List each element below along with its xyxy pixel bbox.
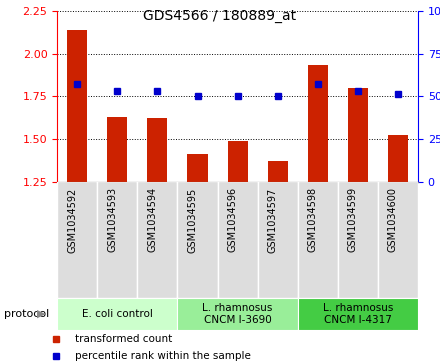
Bar	[227, 140, 248, 182]
Bar	[298, 182, 338, 298]
Bar	[217, 182, 258, 298]
Text: GDS4566 / 180889_at: GDS4566 / 180889_at	[143, 9, 297, 23]
Bar	[348, 87, 368, 182]
Text: transformed count: transformed count	[75, 334, 172, 344]
Bar	[137, 182, 177, 298]
Text: GSM1034599: GSM1034599	[348, 187, 358, 252]
Bar	[177, 182, 217, 298]
Bar	[308, 65, 328, 182]
Text: L. rhamnosus
CNCM I-3690: L. rhamnosus CNCM I-3690	[202, 303, 273, 325]
Bar	[97, 182, 137, 298]
Text: E. coli control: E. coli control	[82, 309, 153, 319]
Bar	[388, 135, 408, 182]
Bar	[258, 182, 298, 298]
Bar	[67, 30, 87, 181]
Bar	[378, 182, 418, 298]
Text: GSM1034600: GSM1034600	[388, 187, 398, 252]
Text: GSM1034598: GSM1034598	[308, 187, 318, 252]
Text: GSM1034592: GSM1034592	[67, 187, 77, 253]
Bar	[107, 117, 127, 182]
Text: GSM1034597: GSM1034597	[268, 187, 278, 253]
Bar	[57, 182, 97, 298]
Bar	[177, 298, 298, 330]
Text: GSM1034596: GSM1034596	[227, 187, 238, 252]
Bar	[147, 118, 168, 182]
Bar	[298, 298, 418, 330]
Bar	[57, 298, 177, 330]
Text: GSM1034593: GSM1034593	[107, 187, 117, 252]
Bar	[268, 161, 288, 182]
Text: GSM1034595: GSM1034595	[187, 187, 198, 253]
Text: L. rhamnosus
CNCM I-4317: L. rhamnosus CNCM I-4317	[323, 303, 393, 325]
Text: ▶: ▶	[37, 309, 46, 319]
Bar	[187, 154, 208, 182]
Bar	[338, 182, 378, 298]
Text: protocol: protocol	[4, 309, 50, 319]
Text: GSM1034594: GSM1034594	[147, 187, 158, 252]
Text: percentile rank within the sample: percentile rank within the sample	[75, 351, 251, 361]
